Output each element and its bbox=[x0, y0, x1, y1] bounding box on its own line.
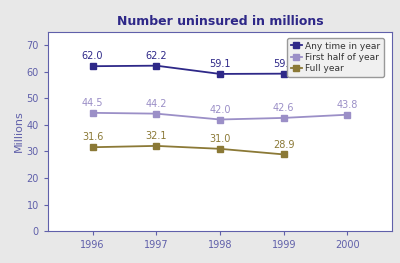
Text: 44.5: 44.5 bbox=[82, 98, 103, 108]
First half of year bbox=[281, 116, 286, 119]
Title: Number uninsured in millions: Number uninsured in millions bbox=[117, 15, 323, 28]
Text: 42.6: 42.6 bbox=[273, 103, 294, 113]
Text: 42.0: 42.0 bbox=[209, 105, 231, 115]
Full year bbox=[218, 147, 222, 150]
Line: Full year: Full year bbox=[90, 143, 286, 157]
Text: 31.0: 31.0 bbox=[209, 134, 231, 144]
First half of year bbox=[345, 113, 350, 116]
First half of year bbox=[90, 111, 95, 114]
First half of year bbox=[218, 118, 222, 121]
Any time in year bbox=[154, 64, 159, 67]
Any time in year bbox=[218, 72, 222, 75]
Text: 62.2: 62.2 bbox=[146, 51, 167, 61]
Full year bbox=[154, 144, 159, 148]
Text: 62.0: 62.0 bbox=[82, 51, 103, 61]
Text: 32.1: 32.1 bbox=[146, 131, 167, 141]
First half of year bbox=[154, 112, 159, 115]
Text: 59.2: 59.2 bbox=[273, 59, 294, 69]
Full year bbox=[281, 153, 286, 156]
Text: 43.8: 43.8 bbox=[337, 100, 358, 110]
Text: 59.1: 59.1 bbox=[209, 59, 231, 69]
Text: 44.2: 44.2 bbox=[146, 99, 167, 109]
Legend: Any time in year, First half of year, Full year: Any time in year, First half of year, Fu… bbox=[287, 38, 384, 77]
Line: Any time in year: Any time in year bbox=[90, 63, 286, 77]
Y-axis label: Millions: Millions bbox=[14, 111, 24, 152]
Text: 31.6: 31.6 bbox=[82, 133, 103, 143]
Any time in year bbox=[281, 72, 286, 75]
Full year bbox=[90, 146, 95, 149]
Any time in year bbox=[90, 65, 95, 68]
Text: 28.9: 28.9 bbox=[273, 140, 294, 150]
Line: First half of year: First half of year bbox=[90, 110, 350, 122]
